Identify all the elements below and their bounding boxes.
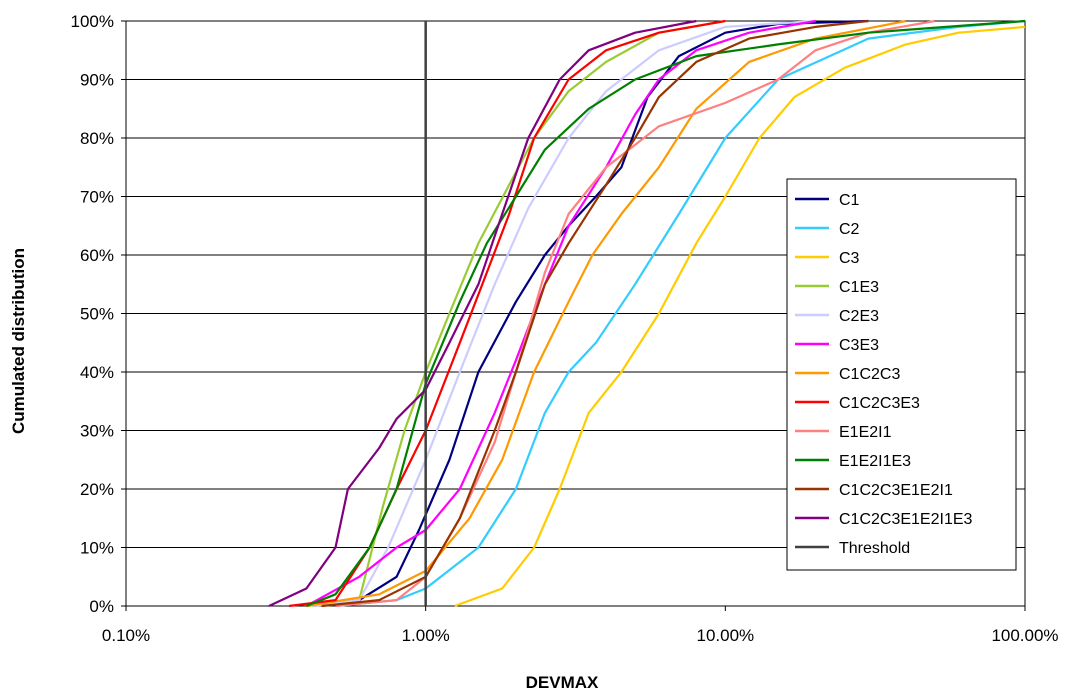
- series-line-c1e3: [306, 19, 726, 608]
- y-tick-label: 10%: [80, 539, 114, 558]
- y-tick-label: 20%: [80, 480, 114, 499]
- legend-label: C1: [839, 192, 860, 209]
- legend-label: C1C2C3: [839, 366, 900, 383]
- y-axis-ticks: 0% 10% 20% 30% 40% 50% 60% 70% 80% 90% 100%: [71, 12, 126, 616]
- legend-label: C1C2C3E3: [839, 395, 920, 412]
- x-tick-label: 10.00%: [696, 626, 754, 645]
- legend-label: C2E3: [839, 308, 879, 325]
- legend-label: C3: [839, 250, 860, 267]
- legend-label: C2: [839, 221, 860, 238]
- legend-label: Threshold: [839, 540, 910, 557]
- x-axis-title: DEVMAX: [526, 673, 599, 692]
- y-tick-label: 30%: [80, 422, 114, 441]
- y-tick-label: 80%: [80, 129, 114, 148]
- series-line-c2e3: [312, 19, 816, 608]
- y-axis-title: Cumulated distribution: [9, 248, 28, 434]
- legend-label: C1C2C3E1E2I1E3: [839, 511, 973, 528]
- legend-box: [786, 178, 1017, 571]
- y-tick-label: 70%: [80, 188, 114, 207]
- y-tick-label: 40%: [80, 363, 114, 382]
- series-line-c1c2c3e1e2i1: [321, 19, 869, 608]
- series-lines: [268, 19, 1026, 608]
- y-tick-label: 100%: [71, 12, 114, 31]
- series-line-c2: [335, 19, 1026, 608]
- x-tick-label: 100.00%: [991, 626, 1058, 645]
- x-tick-label: 1.00%: [402, 626, 450, 645]
- series-line-c1c2c3e1e2i1e3: [268, 19, 697, 607]
- series-line-c3: [454, 25, 1026, 608]
- y-tick-label: 50%: [80, 305, 114, 324]
- legend: C1C2C3C1E3C2E3C3E3C1C2C3C1C2C3E3E1E2I1E1…: [786, 178, 1017, 571]
- legend-label: C1E3: [839, 279, 879, 296]
- y-tick-label: 60%: [80, 246, 114, 265]
- y-tick-label: 0%: [89, 597, 114, 616]
- y-tick-label: 90%: [80, 71, 114, 90]
- series-line-e1e2i1e3: [305, 19, 1026, 608]
- legend-label: C3E3: [839, 337, 879, 354]
- legend-label: E1E2I1E3: [839, 453, 911, 470]
- legend-label: E1E2I1: [839, 424, 892, 441]
- x-axis-ticks: 0.10% 1.00% 10.00% 100.00%: [102, 606, 1059, 645]
- x-tick-label: 0.10%: [102, 626, 150, 645]
- legend-label: C1C2C3E1E2I1: [839, 482, 953, 499]
